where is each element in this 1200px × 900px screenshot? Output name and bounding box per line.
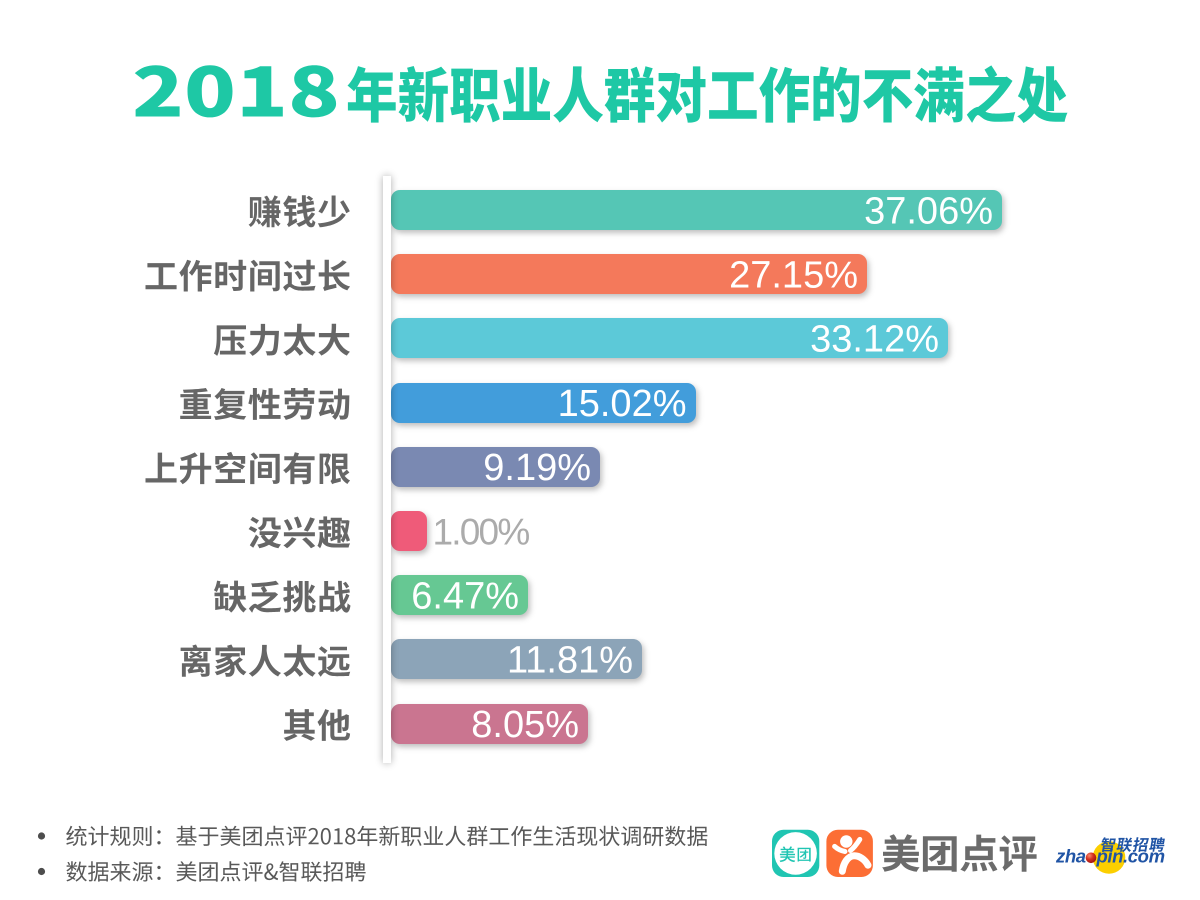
svg-text:27.15%: 27.15% [729,255,858,297]
svg-text:1.00%: 1.00% [433,511,530,552]
svg-text:33.12%: 33.12% [810,319,939,361]
svg-text:zha: zha [1055,846,1086,867]
svg-text:11.81%: 11.81% [507,640,633,682]
svg-text:9.19%: 9.19% [483,447,591,489]
svg-text:15.02%: 15.02% [558,383,687,425]
svg-text:pin.com: pin.com [1096,846,1165,867]
svg-text:37.06%: 37.06% [864,190,993,232]
svg-text:6.47%: 6.47% [411,576,519,618]
svg-text:8.05%: 8.05% [471,704,579,746]
